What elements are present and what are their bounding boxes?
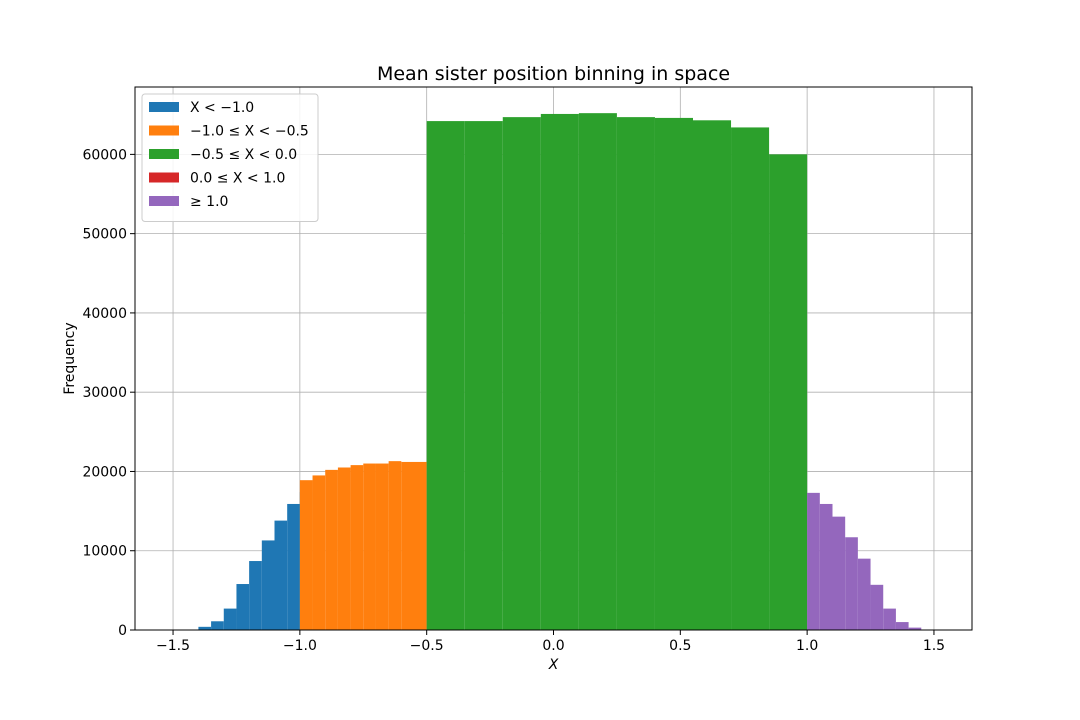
histogram-bar: [807, 492, 820, 630]
y-tick-label: 40000: [82, 306, 127, 322]
y-tick-label: 0: [118, 623, 127, 639]
legend-label: ≥ 1.0: [190, 194, 228, 210]
histogram-bar: [363, 463, 376, 630]
chart-title: Mean sister position binning in space: [377, 63, 730, 85]
histogram-bar: [299, 480, 313, 630]
x-tick-label: 0.5: [669, 638, 691, 654]
legend-box: [141, 93, 319, 222]
histogram-bar: [693, 120, 732, 631]
y-tick-label: 10000: [82, 544, 127, 560]
histogram-bar: [388, 461, 402, 630]
legend: X < −1.0 −1.0 ≤ X < −0.5 −0.5 ≤ X < 0.0 0.0…: [141, 93, 319, 222]
legend-swatch: [149, 102, 179, 112]
histogram-bar: [895, 622, 909, 630]
histogram-bar: [223, 608, 237, 630]
legend-swatch: [149, 149, 179, 159]
histogram-bar: [312, 475, 326, 630]
legend-label: 0.0 ≤ X < 1.0: [190, 171, 285, 187]
histogram-bar: [857, 558, 871, 630]
y-tick-label: 20000: [82, 464, 127, 480]
axis-ticks: −1.5 −1.0 −0.5 0.0 0.5 1.0 1.5 0 10000 20000 30000…: [82, 147, 945, 654]
histogram-bar: [414, 461, 427, 630]
histogram-bar: [325, 469, 338, 630]
x-tick-label: −1.5: [156, 638, 190, 654]
histogram-bar: [211, 621, 224, 630]
series-4-bars: [807, 492, 922, 630]
histogram-bar: [616, 117, 655, 631]
histogram-bar: [832, 516, 846, 630]
histogram-bar: [578, 113, 617, 631]
x-tick-label: 1.5: [923, 638, 945, 654]
histogram-bar: [236, 584, 250, 630]
histogram-bar: [401, 461, 414, 630]
series-1-bars: [299, 461, 427, 630]
x-tick-label: −1.0: [283, 638, 317, 654]
legend-swatch: [149, 172, 179, 183]
histogram-bar: [654, 117, 693, 630]
histogram-bar: [464, 121, 503, 631]
legend-label: −0.5 ≤ X < 0.0: [190, 147, 297, 163]
y-tick-label: 60000: [82, 147, 127, 163]
histogram-bar: [870, 584, 884, 630]
histogram-bar: [249, 561, 262, 630]
y-axis-label: Frequency: [62, 322, 78, 394]
histogram-bar: [337, 467, 351, 630]
y-tick-label: 50000: [82, 227, 127, 243]
histogram-bar: [540, 113, 579, 630]
histogram-bar: [287, 503, 300, 630]
histogram-bar: [261, 540, 275, 630]
x-tick-label: −0.5: [410, 638, 444, 654]
histogram-bars: [185, 113, 922, 631]
histogram-bar: [883, 608, 896, 630]
legend-label: −1.0 ≤ X < −0.5: [190, 124, 309, 140]
legend-label: X < −1.0: [190, 100, 254, 116]
histogram-bar: [350, 465, 364, 630]
x-tick-label: 0.0: [542, 638, 564, 654]
histogram-bar: [731, 127, 770, 630]
histogram-bar: [274, 520, 288, 630]
series-2-bars: [426, 113, 808, 631]
x-tick-label: 1.0: [796, 638, 818, 654]
histogram-bar: [426, 121, 465, 631]
histogram-bar: [198, 626, 212, 630]
histogram-bar: [908, 627, 922, 630]
histogram-bar: [845, 537, 858, 630]
histogram-bar: [819, 503, 833, 630]
histogram-bar: [375, 463, 389, 630]
y-tick-label: 30000: [82, 385, 127, 401]
histogram-bar: [769, 154, 808, 630]
histogram-bar: [502, 117, 541, 631]
legend-swatch: [149, 125, 179, 136]
legend-swatch: [149, 196, 179, 206]
x-axis-label: X: [548, 657, 559, 673]
